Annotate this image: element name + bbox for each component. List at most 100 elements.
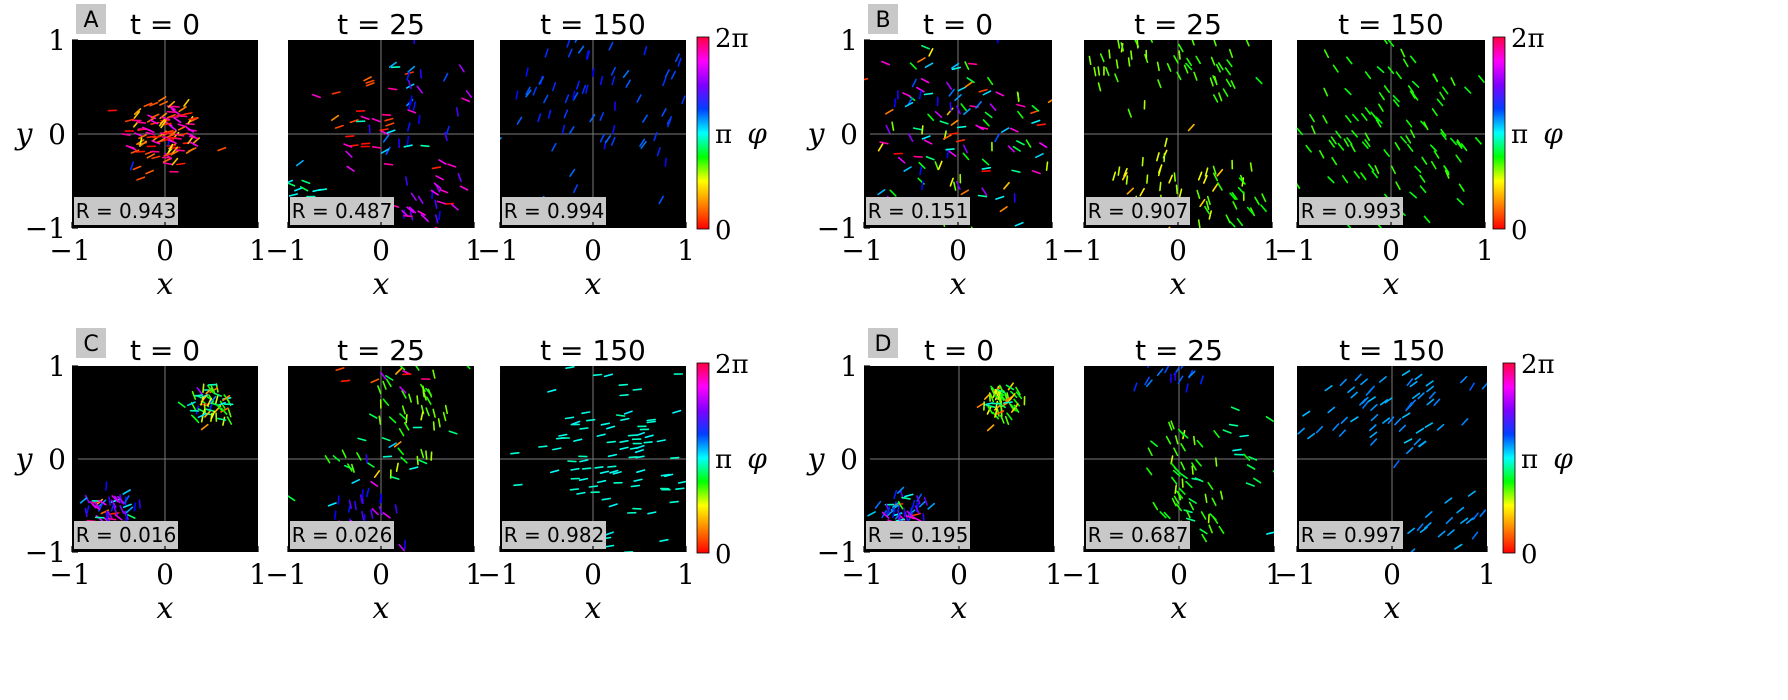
oscillator-mark	[903, 507, 906, 518]
subplot-title: t = 150	[540, 8, 646, 41]
oscillator-mark	[373, 470, 381, 479]
x-tick-label: 0	[1169, 234, 1187, 267]
oscillator-mark	[350, 463, 355, 473]
oscillator-mark	[1345, 115, 1352, 123]
order-parameter-box	[502, 521, 606, 549]
oscillator-mark	[1440, 128, 1447, 137]
oscillator-mark	[345, 135, 355, 138]
oscillator-mark	[977, 194, 988, 198]
oscillator-mark	[491, 37, 493, 45]
oscillator-mark	[1141, 156, 1144, 167]
x-tick-label: 0	[584, 234, 602, 267]
colorbar-label: φ	[1553, 442, 1573, 475]
oscillator-mark	[1007, 145, 1016, 153]
oscillator-mark	[122, 503, 132, 509]
oscillator-mark	[638, 298, 646, 299]
oscillator-mark	[567, 48, 573, 58]
oscillator-mark	[192, 415, 200, 424]
x-tick-label: −1	[1061, 558, 1102, 591]
subplot-title: t = 25	[337, 334, 425, 367]
oscillator-mark	[397, 447, 405, 456]
oscillator-mark	[1444, 169, 1450, 179]
x-tick-label: 0	[372, 234, 390, 267]
order-parameter-label: R = 0.016	[74, 521, 178, 549]
oscillator-mark	[408, 206, 417, 214]
x-axis-label: x	[373, 591, 390, 626]
oscillator-mark	[334, 124, 344, 129]
oscillator-mark	[1125, 175, 1129, 185]
oscillator-mark	[1004, 415, 1010, 426]
oscillator-mark	[461, 97, 471, 103]
oscillator-mark	[937, 160, 943, 170]
oscillator-mark	[1005, 384, 1015, 391]
order-parameter-text: R = 0.994	[504, 199, 605, 223]
oscillator-mark	[1387, 66, 1395, 75]
oscillator-mark	[946, 148, 950, 159]
oscillator-mark	[1176, 490, 1184, 499]
oscillator-mark	[994, 408, 998, 418]
colorbar-bar	[1492, 36, 1506, 230]
oscillator-mark	[565, 366, 575, 370]
oscillator-mark	[983, 402, 994, 406]
oscillator-mark	[572, 184, 579, 194]
oscillator-mark	[1289, 435, 1295, 440]
oscillator-mark	[666, 118, 672, 128]
oscillator-mark	[904, 493, 914, 498]
oscillator-mark	[93, 500, 100, 509]
oscillator-mark	[432, 408, 436, 418]
oscillator-mark	[552, 447, 562, 451]
oscillator-mark	[1193, 435, 1196, 446]
oscillator-mark	[200, 394, 208, 403]
oscillator-mark	[125, 145, 135, 149]
oscillator-mark	[672, 409, 682, 414]
oscillator-mark	[605, 425, 616, 430]
colorbar-label: φ	[1543, 117, 1563, 150]
oscillator-mark	[994, 133, 1000, 143]
oscillator-mark	[1409, 90, 1416, 99]
x-tick-label: 1	[677, 558, 695, 591]
oscillator-mark	[579, 427, 589, 430]
oscillator-mark	[662, 77, 667, 87]
oscillator-mark	[1191, 477, 1201, 481]
oscillator-mark	[902, 92, 912, 98]
oscillator-mark	[928, 47, 934, 57]
oscillator-mark	[881, 60, 891, 66]
oscillator-mark	[435, 2, 436, 10]
oscillator-mark	[288, 193, 299, 197]
oscillator-mark	[409, 95, 413, 105]
oscillator-mark	[1261, 193, 1267, 203]
oscillator-mark	[138, 499, 141, 509]
oscillator-mark	[133, 111, 141, 119]
oscillator-mark	[1443, 165, 1450, 174]
oscillator-mark	[156, 137, 166, 144]
order-parameter-text: R = 0.195	[868, 523, 969, 547]
oscillator-mark	[401, 210, 409, 217]
oscillator-marks	[107, 96, 227, 181]
oscillator-mark	[1350, 416, 1359, 423]
order-parameter-text: R = 0.982	[504, 523, 605, 547]
oscillator-mark	[86, 505, 90, 515]
oscillator-mark	[1186, 57, 1193, 67]
oscillator-mark	[227, 408, 232, 418]
oscillator-mark	[435, 175, 444, 181]
oscillator-mark	[740, 134, 742, 142]
x-tick-label: 1	[1043, 234, 1061, 267]
oscillator-mark	[1407, 85, 1415, 94]
oscillator-mark	[758, 165, 760, 173]
oscillator-mark	[934, 161, 939, 171]
oscillator-mark	[500, 370, 501, 372]
subplot-title: t = 150	[540, 334, 646, 367]
oscillator-mark	[1230, 80, 1236, 89]
oscillator-mark	[905, 515, 915, 520]
oscillator-mark	[1471, 531, 1479, 540]
oscillator-mark	[349, 119, 359, 124]
oscillator-mark	[897, 501, 904, 510]
oscillator-mark	[1421, 156, 1428, 165]
oscillator-mark	[106, 509, 113, 519]
oscillator-mark	[911, 78, 918, 88]
oscillator-mark	[1266, 531, 1274, 535]
oscillator-mark	[619, 393, 629, 397]
x-tick-label: 1	[465, 558, 483, 591]
oscillator-mark	[611, 125, 616, 135]
oscillator-mark	[670, 70, 677, 80]
